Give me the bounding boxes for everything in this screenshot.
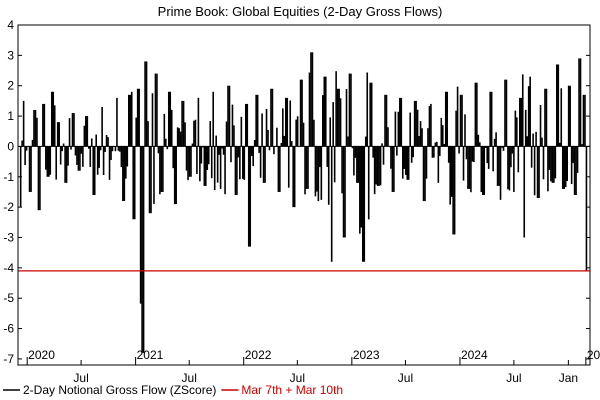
x-tick-label-4: 2022 — [245, 348, 272, 362]
x-tick-label-3: Jul — [182, 371, 197, 385]
y-tick-label-4: 0 — [7, 139, 14, 153]
x-tick-label-2: 2021 — [137, 348, 164, 362]
chart-title: Prime Book: Global Equities (2-Day Gross… — [158, 4, 443, 19]
y-tick-label-10: -6 — [3, 322, 14, 336]
y-tick-label-7: -3 — [3, 231, 14, 245]
y-tick-label-11: -7 — [3, 352, 14, 366]
x-tick-label-8: 2024 — [461, 348, 488, 362]
x-tick-label-6: 2023 — [353, 348, 380, 362]
y-axis: 4 3 2 1 0 -1 -2 -3 -4 -5 -6 -7 — [3, 18, 590, 366]
legend-label-series: 2-Day Notional Gross Flow (ZScore) — [23, 383, 216, 397]
x-tick-label-0: 2020 — [28, 348, 55, 362]
y-tick-label-8: -4 — [3, 261, 14, 275]
legend-label-reference: Mar 7th + Mar 10th — [241, 383, 343, 397]
x-tick-label-7: Jul — [398, 371, 413, 385]
legend: 2-Day Notional Gross Flow (ZScore) Mar 7… — [3, 383, 343, 397]
y-tick-label-0: 4 — [7, 18, 14, 32]
plot-frame — [17, 24, 591, 366]
y-tick-label-3: 1 — [7, 109, 14, 123]
y-tick-label-2: 2 — [7, 79, 14, 93]
x-tick-label-5: Jul — [290, 371, 305, 385]
y-tick-label-1: 3 — [7, 48, 14, 62]
bar-series — [19, 52, 588, 353]
y-tick-label-6: -2 — [3, 200, 14, 214]
x-axis: 2020 Jul 2021 Jul 2022 Jul 2023 Jul 2024 Jul Jan 20… — [26, 348, 600, 385]
x-tick-label-10: Jan — [559, 371, 578, 385]
x-tick-label-9: Jul — [506, 371, 521, 385]
x-tick-label-1: Jul — [73, 371, 88, 385]
y-tick-label-5: -1 — [3, 170, 14, 184]
x-tick-label-11: 2025 — [587, 348, 600, 362]
y-tick-label-9: -5 — [3, 291, 14, 305]
